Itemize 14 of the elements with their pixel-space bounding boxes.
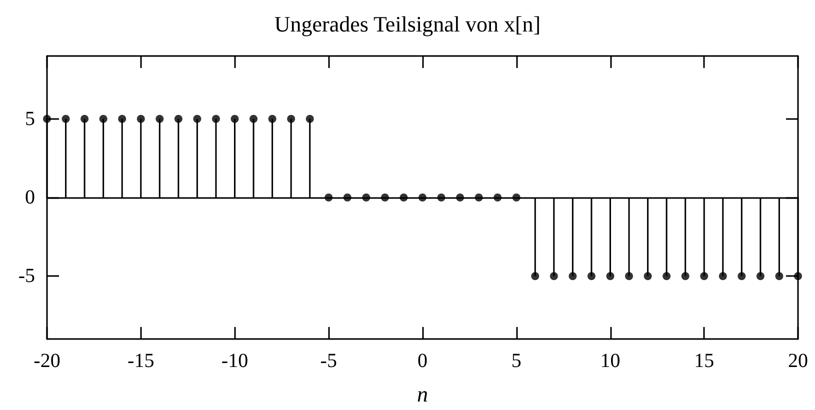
x-tick-label: -10	[221, 350, 248, 372]
x-tick-label: -15	[128, 350, 154, 372]
x-tick-label: 10	[600, 350, 620, 372]
x-tick-label: 20	[788, 350, 808, 372]
x-tick-label: 0	[418, 350, 428, 372]
x-tick-label: -20	[34, 350, 60, 372]
x-tick-label: 15	[694, 350, 714, 372]
y-tick-label: -5	[18, 265, 35, 288]
y-tick-label: 5	[25, 108, 35, 130]
chart-title: Ungerades Teilsignal von x[n]	[274, 12, 541, 36]
x-tick-label: 5	[511, 350, 522, 372]
x-axis-title: n	[417, 382, 428, 406]
y-tick-label: 0	[25, 186, 35, 208]
x-tick-label: -5	[320, 350, 337, 372]
